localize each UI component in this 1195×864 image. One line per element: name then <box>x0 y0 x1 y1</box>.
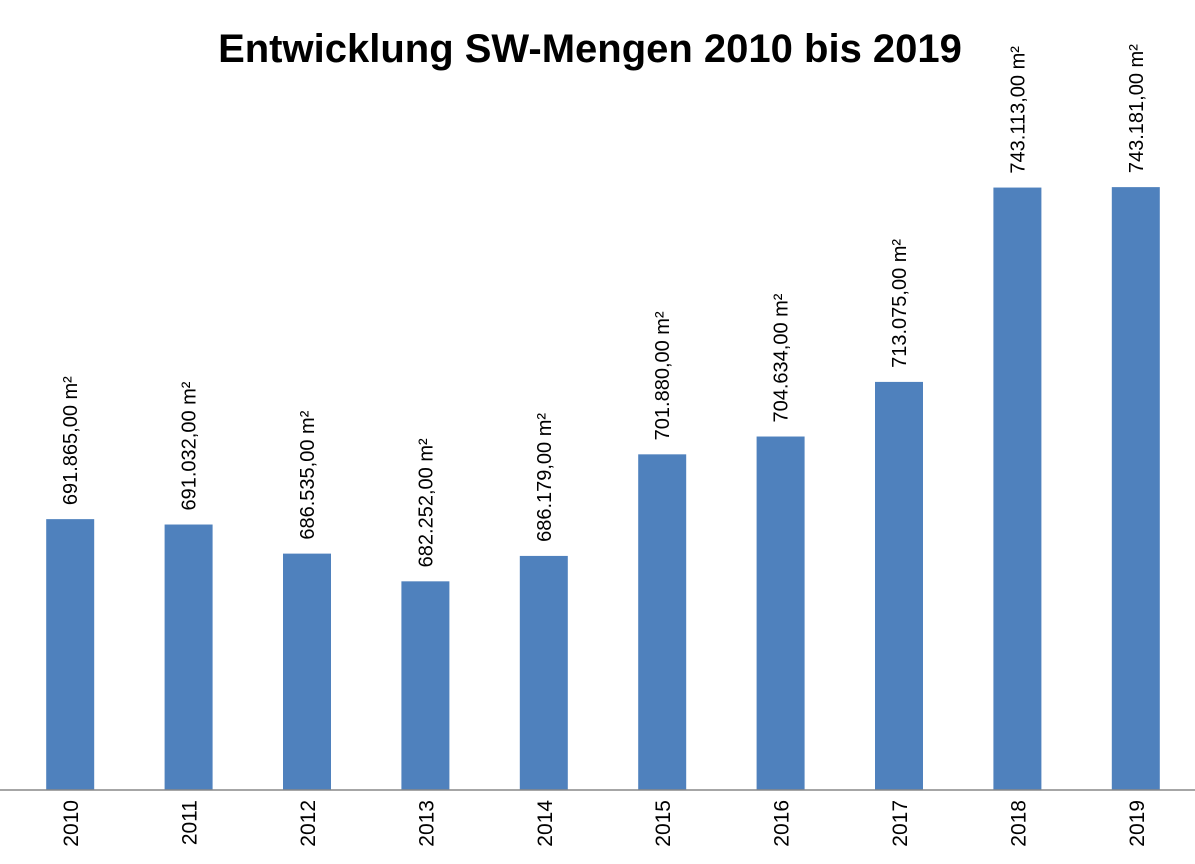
data-label: 743.181,00 m² <box>1126 44 1148 173</box>
bar <box>519 555 568 790</box>
x-tick-label: 2013 <box>415 800 438 847</box>
bar <box>638 454 687 790</box>
bar <box>283 553 331 790</box>
bar <box>1111 187 1160 791</box>
x-tick-label: 2016 <box>771 800 794 847</box>
x-tick-label: 2018 <box>1007 800 1030 847</box>
x-tick-label: 2019 <box>1126 800 1149 847</box>
data-label: 704.634,00 m² <box>771 293 793 422</box>
bar <box>164 524 213 790</box>
x-tick-label: 2017 <box>889 800 912 847</box>
x-tick-label: 2012 <box>297 800 320 847</box>
chart-title: Entwicklung SW-Mengen 2010 bis 2019 <box>218 27 962 71</box>
data-label: 701.880,00 m² <box>652 311 674 440</box>
data-label: 682.252,00 m² <box>415 438 437 567</box>
data-label: 691.032,00 m² <box>179 381 201 510</box>
bar <box>756 436 805 790</box>
data-label: 686.535,00 m² <box>297 410 319 539</box>
x-tick-label: 2011 <box>179 800 202 845</box>
bar <box>46 519 95 790</box>
x-tick-label: 2010 <box>60 800 83 847</box>
bar <box>875 381 923 790</box>
data-label: 686.179,00 m² <box>534 413 556 542</box>
bar <box>401 581 450 790</box>
x-tick-label: 2014 <box>534 800 557 847</box>
data-label: 743.113,00 m² <box>1007 46 1029 174</box>
data-label: 691.865,00 m² <box>60 376 82 505</box>
data-label: 713.075,00 m² <box>889 239 911 368</box>
x-tick-label: 2015 <box>652 800 675 847</box>
bar <box>993 187 1042 790</box>
